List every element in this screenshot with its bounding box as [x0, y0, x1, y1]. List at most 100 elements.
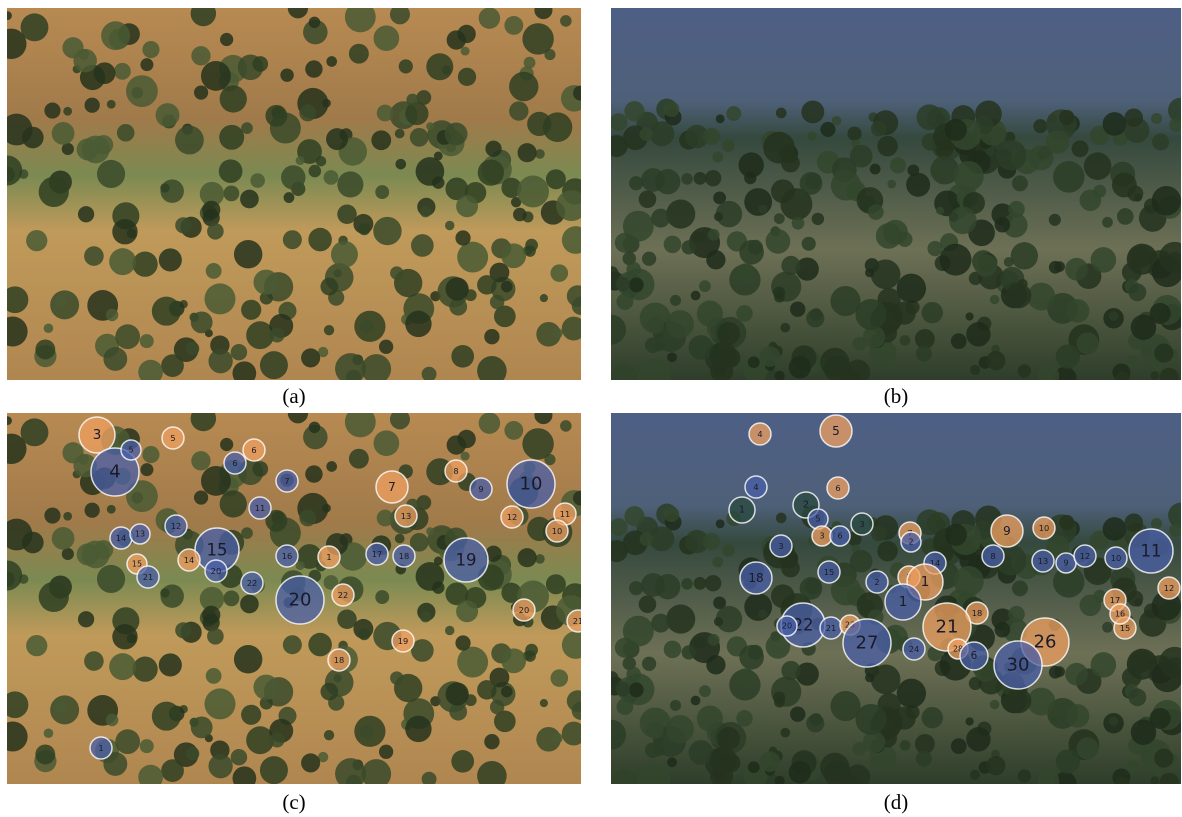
- tree: [253, 270, 278, 295]
- tree: [990, 295, 999, 304]
- tree: [416, 562, 445, 591]
- tree: [308, 633, 332, 657]
- tree: [126, 75, 158, 107]
- tree: [893, 302, 916, 325]
- tree: [85, 503, 100, 518]
- tree: [175, 622, 191, 638]
- tree: [694, 637, 705, 648]
- figure: 3455667891071113121110121413151611718191…: [0, 0, 1182, 817]
- tree: [744, 172, 756, 184]
- tree: [62, 548, 74, 560]
- tree: [775, 371, 785, 381]
- tree: [456, 195, 478, 217]
- tree: [390, 4, 410, 24]
- tree: [220, 490, 247, 517]
- tree: [647, 317, 664, 334]
- fixation-label: 13: [135, 530, 145, 539]
- tree: [706, 250, 725, 269]
- tree: [1018, 364, 1031, 377]
- tree: [322, 504, 331, 513]
- tree: [477, 680, 496, 699]
- fixation-label: 21: [573, 616, 584, 626]
- tree: [649, 526, 674, 551]
- fixation-label: 14: [116, 533, 127, 543]
- tree: [708, 229, 720, 241]
- tree: [434, 557, 443, 566]
- tree: [1072, 140, 1089, 157]
- tree: [641, 168, 665, 192]
- tree: [552, 328, 563, 339]
- tree: [390, 409, 410, 429]
- tree: [951, 333, 967, 349]
- tree: [666, 715, 694, 743]
- fixation-label: 18: [399, 551, 410, 561]
- tree: [1046, 130, 1069, 153]
- tree: [320, 683, 338, 701]
- tree: [1122, 262, 1142, 282]
- tree: [561, 85, 587, 111]
- tree: [953, 161, 983, 191]
- tree: [623, 616, 654, 647]
- tree: [562, 631, 590, 659]
- tree: [309, 165, 322, 178]
- tree: [224, 185, 240, 201]
- tree: [916, 345, 932, 361]
- tree: [160, 588, 169, 597]
- tree: [965, 717, 973, 725]
- tree: [142, 446, 159, 463]
- fixation-label: 19: [456, 551, 477, 570]
- tree: [395, 159, 406, 170]
- tree: [573, 491, 588, 506]
- tree: [726, 106, 741, 121]
- tree: [525, 644, 538, 657]
- tree: [781, 256, 800, 275]
- tree: [191, 451, 210, 470]
- fixation-label: 19: [398, 636, 409, 646]
- fixation-label: 5: [815, 515, 820, 524]
- tree: [771, 179, 795, 203]
- tree: [953, 566, 983, 596]
- tree: [377, 510, 394, 527]
- tree: [1077, 332, 1099, 354]
- tree: [1115, 371, 1130, 386]
- tree: [204, 283, 235, 314]
- tree: [132, 657, 157, 682]
- tree: [152, 297, 181, 326]
- tree: [446, 277, 469, 300]
- fixation-label: 18: [334, 655, 345, 665]
- tree: [360, 320, 373, 333]
- tree: [281, 165, 305, 189]
- tree: [1152, 133, 1169, 150]
- fixation-label: 10: [1111, 553, 1122, 563]
- tree: [84, 651, 104, 671]
- tree: [252, 56, 268, 72]
- tree: [84, 246, 104, 266]
- tree: [509, 101, 528, 120]
- tree: [556, 190, 587, 221]
- tree: [694, 577, 707, 590]
- tree: [207, 223, 224, 240]
- tree: [664, 236, 682, 254]
- tree: [789, 356, 811, 378]
- tree: [666, 310, 694, 338]
- tree: [44, 102, 60, 118]
- tree: [871, 121, 887, 137]
- tree: [320, 278, 338, 296]
- tree: [305, 465, 322, 482]
- tree: [682, 240, 696, 254]
- tree: [458, 68, 476, 86]
- fixation-label: 13: [1038, 556, 1049, 566]
- tree: [62, 143, 74, 155]
- tree: [501, 243, 526, 268]
- tree: [501, 281, 512, 292]
- tree: [1109, 717, 1118, 726]
- tree: [395, 534, 405, 544]
- tree: [478, 159, 504, 185]
- tree: [606, 540, 628, 562]
- tree: [445, 221, 454, 230]
- tree: [775, 776, 785, 786]
- fixation-label: 4: [109, 462, 120, 483]
- tree: [699, 685, 711, 697]
- fixation-label: 11: [560, 509, 571, 519]
- tree: [1049, 214, 1061, 226]
